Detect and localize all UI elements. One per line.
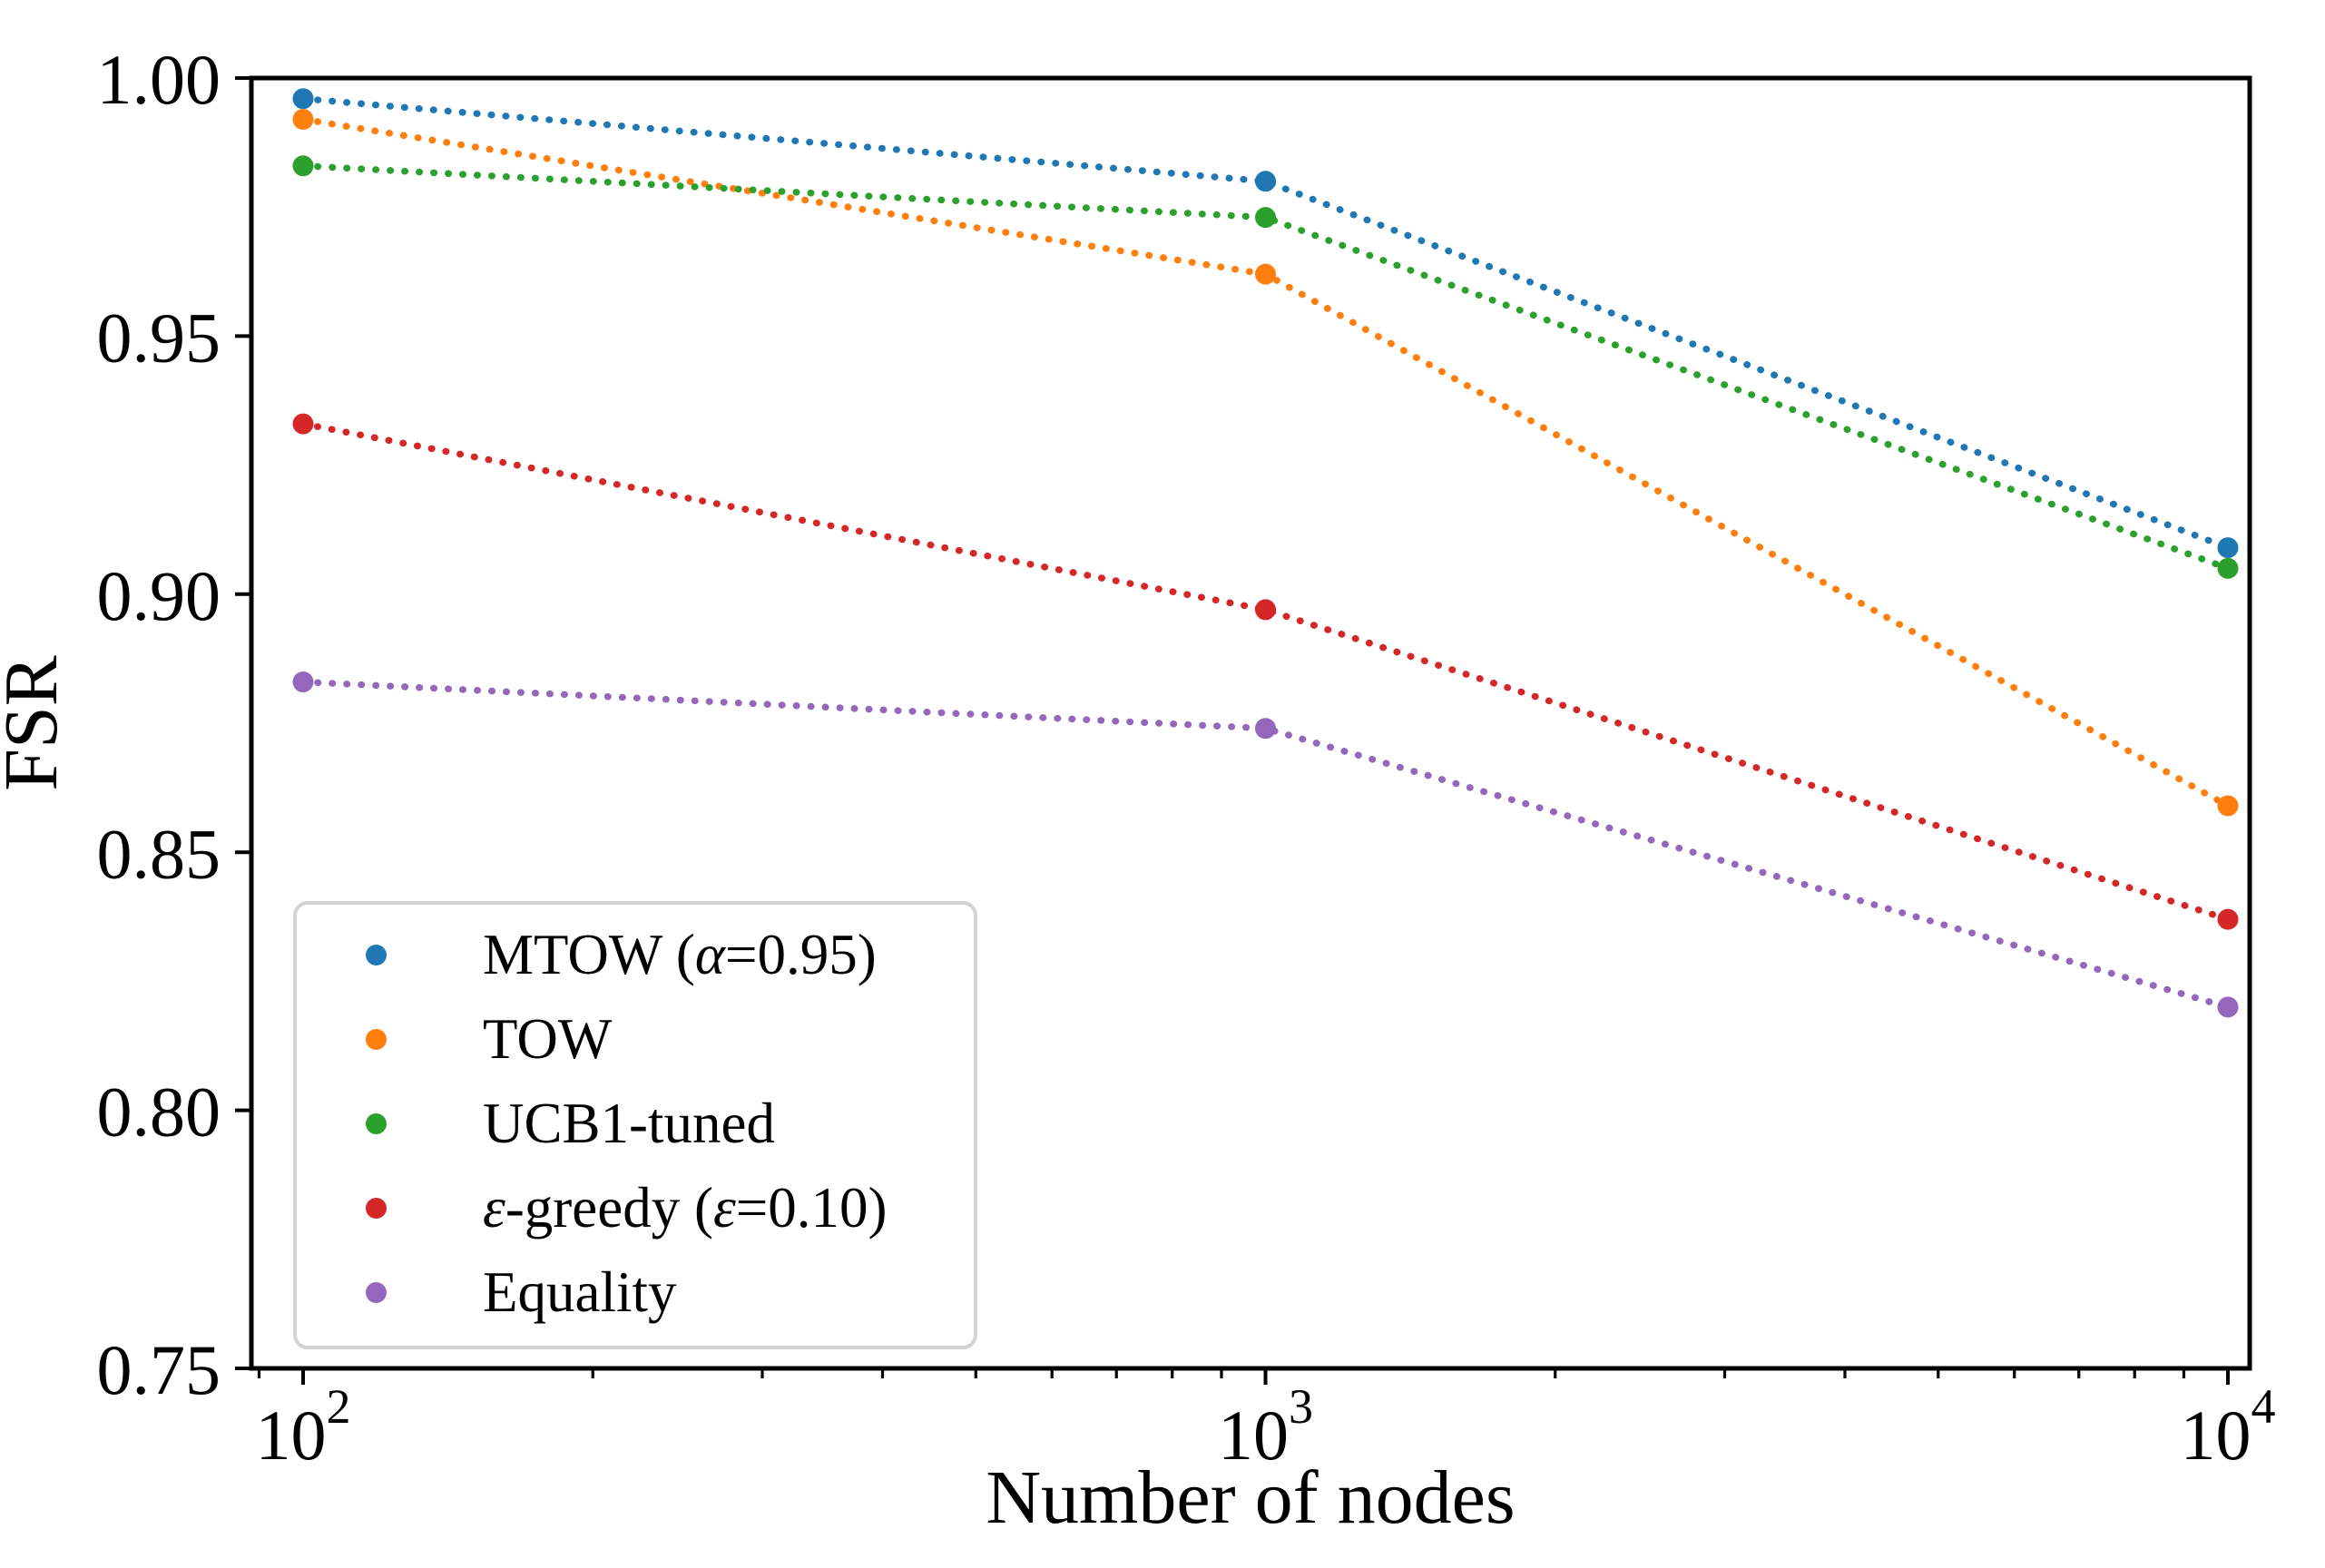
data-point — [2217, 537, 2239, 559]
legend-item-label: ε-greedy (ε=0.10) — [483, 1175, 888, 1240]
legend-item: TOW — [297, 997, 974, 1082]
legend-item: MTOW (α=0.95) — [297, 913, 974, 997]
series-line — [299, 95, 2232, 552]
legend-item-label: UCB1-tuned — [483, 1091, 775, 1155]
data-point — [1255, 718, 1276, 740]
y-tick-label: 0.85 — [97, 814, 221, 893]
legend-item: UCB1-tuned — [297, 1082, 974, 1166]
data-point — [1255, 263, 1276, 285]
axes-ticks: 1.00 0.95 0.90 0.85 0.80 0.75 102 103 104 — [97, 40, 2276, 1475]
data-point — [1255, 171, 1276, 192]
data-point — [1255, 207, 1276, 229]
legend-marker-icon — [366, 1281, 387, 1303]
legend-item-label: TOW — [483, 1006, 613, 1071]
y-tick-label: 0.95 — [97, 298, 221, 377]
x-tick-label: 103 — [1218, 1379, 1313, 1475]
legend-marker-icon — [366, 1112, 387, 1134]
legend-item: Equality — [297, 1250, 974, 1335]
legend-item: ε-greedy (ε=0.10) — [297, 1166, 974, 1250]
data-point — [292, 88, 314, 110]
x-tick-label: 104 — [2181, 1379, 2276, 1475]
series-line — [299, 678, 2232, 1011]
data-point — [292, 671, 314, 692]
legend-marker-icon — [366, 1197, 387, 1219]
legend-item-label: MTOW (α=0.95) — [483, 922, 877, 986]
data-point — [2217, 557, 2239, 579]
y-tick-label: 0.75 — [97, 1330, 221, 1409]
legend-marker-icon — [366, 944, 387, 965]
x-axis-label: Number of nodes — [986, 1455, 1515, 1540]
series-line — [299, 420, 2232, 923]
data-point — [1255, 599, 1276, 621]
x-tick-label: 102 — [256, 1379, 351, 1475]
legend: MTOW (α=0.95) TOW UCB1-tuned ε-greedy (ε=0.… — [293, 901, 977, 1349]
series-line — [299, 162, 2232, 573]
data-point — [292, 413, 314, 435]
data-point — [292, 155, 314, 177]
data-point — [2217, 795, 2239, 817]
plot-series — [292, 88, 2239, 1018]
y-tick-label: 0.80 — [97, 1073, 221, 1152]
data-point — [292, 109, 314, 131]
data-point — [2217, 908, 2239, 930]
data-point — [2217, 996, 2239, 1018]
y-axis-label: FSR — [0, 655, 74, 790]
legend-item-label: Equality — [483, 1259, 677, 1324]
y-tick-label: 1.00 — [97, 40, 221, 119]
legend-marker-icon — [366, 1028, 387, 1050]
plot-border — [249, 75, 2252, 1371]
y-tick-label: 0.90 — [97, 556, 221, 635]
